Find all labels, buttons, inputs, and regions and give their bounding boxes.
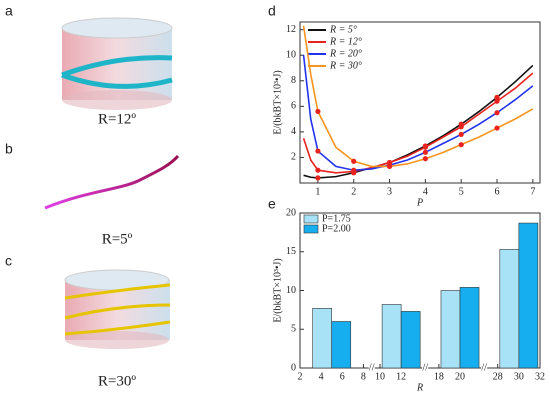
x-tick-label: 2 — [298, 371, 303, 382]
bar — [331, 321, 352, 369]
x-tick-label: 10 — [375, 371, 385, 382]
x-tick-label: 7 — [530, 186, 535, 197]
bar — [518, 222, 539, 369]
data-point — [422, 144, 428, 150]
x-tick-label: 1 — [315, 186, 320, 197]
panel-label: c — [5, 253, 12, 269]
y-axis-label: E/(bkBT×10³•J) — [272, 70, 283, 134]
x-axis-label: R — [416, 382, 423, 393]
panel-label: a — [5, 3, 13, 19]
caption: R=5º — [102, 231, 133, 247]
y-axis-label: E/(bkBT×10³•J) — [272, 258, 283, 322]
bar — [381, 304, 402, 369]
legend-label: P=2.00 — [322, 223, 351, 234]
x-tick-label: 6 — [340, 371, 345, 382]
axis-break — [422, 366, 429, 370]
plot-frame — [299, 21, 541, 184]
data-point — [315, 167, 321, 173]
y-tick-label: 12 — [286, 24, 296, 35]
x-tick-label: 4 — [423, 186, 428, 197]
panel-label: e — [268, 196, 276, 212]
data-point — [494, 98, 500, 104]
data-point — [458, 131, 464, 138]
x-tick-label: 5 — [459, 186, 464, 197]
axis-break-mark: // — [423, 362, 429, 373]
y-tick-label: 2 — [291, 152, 296, 163]
x-tick-label: 2 — [351, 186, 356, 197]
y-tick-label: 0 — [291, 362, 296, 373]
data-point — [315, 108, 321, 115]
bar — [312, 308, 333, 369]
x-tick-label: 28 — [493, 371, 503, 382]
caption: R=12º — [98, 111, 136, 127]
x-tick-label: 32 — [535, 371, 545, 382]
y-tick-label: 5 — [291, 324, 296, 335]
series-line — [303, 64, 534, 179]
caption: R=30º — [98, 373, 136, 389]
y-tick-label: 20 — [286, 207, 296, 218]
x-tick-label: 3 — [387, 186, 392, 197]
data-point — [458, 124, 464, 130]
y-tick-label: 6 — [291, 101, 296, 112]
data-point — [494, 110, 500, 116]
x-tick-label: 20 — [455, 371, 465, 382]
data-point — [494, 125, 500, 131]
y-tick-label: 10 — [286, 50, 296, 61]
x-tick-label: 18 — [434, 371, 444, 382]
data-point — [422, 156, 428, 162]
axis-break-mark: // — [369, 362, 375, 373]
x-tick-label: 4 — [319, 371, 324, 382]
series-line — [302, 72, 534, 174]
x-tick-label: 30 — [514, 371, 524, 382]
data-point — [386, 163, 393, 169]
data-point — [315, 148, 321, 154]
legend-label: R = 20° — [329, 48, 362, 59]
series-line — [302, 55, 534, 172]
x-tick-label: 12 — [396, 371, 406, 382]
x-axis-label: P — [416, 197, 423, 208]
y-tick-label: 10 — [286, 285, 296, 296]
x-tick-label: 8 — [361, 371, 366, 382]
legend-swatch — [303, 214, 319, 224]
legend-label: R = 30° — [329, 60, 362, 71]
legend-swatch — [303, 224, 319, 234]
data-point — [422, 149, 428, 155]
data-point — [351, 158, 357, 164]
legend-label: R = 12° — [329, 36, 362, 47]
bar — [400, 311, 421, 369]
legend-label: P=1.75 — [322, 213, 351, 224]
x-tick-label: 6 — [495, 186, 500, 197]
bar — [459, 287, 480, 369]
bar — [499, 249, 520, 369]
data-point — [494, 94, 500, 100]
panel-a-image — [61, 17, 173, 110]
y-tick-label: 15 — [286, 246, 296, 257]
bar — [440, 290, 461, 369]
axis-break-mark: // — [481, 362, 487, 373]
data-point — [315, 175, 321, 181]
axis-break — [368, 366, 375, 370]
y-tick-label: 4 — [291, 126, 296, 137]
panel-label: d — [268, 3, 276, 19]
series-line — [302, 25, 534, 168]
y-tick-label: 8 — [291, 75, 296, 86]
data-point — [351, 167, 357, 173]
panel-c-image — [64, 269, 171, 349]
legend-label: R = 5° — [329, 24, 357, 35]
axis-break — [481, 366, 488, 370]
panel-label: b — [5, 141, 13, 157]
panel-b-image — [44, 154, 180, 210]
data-point — [458, 142, 464, 148]
